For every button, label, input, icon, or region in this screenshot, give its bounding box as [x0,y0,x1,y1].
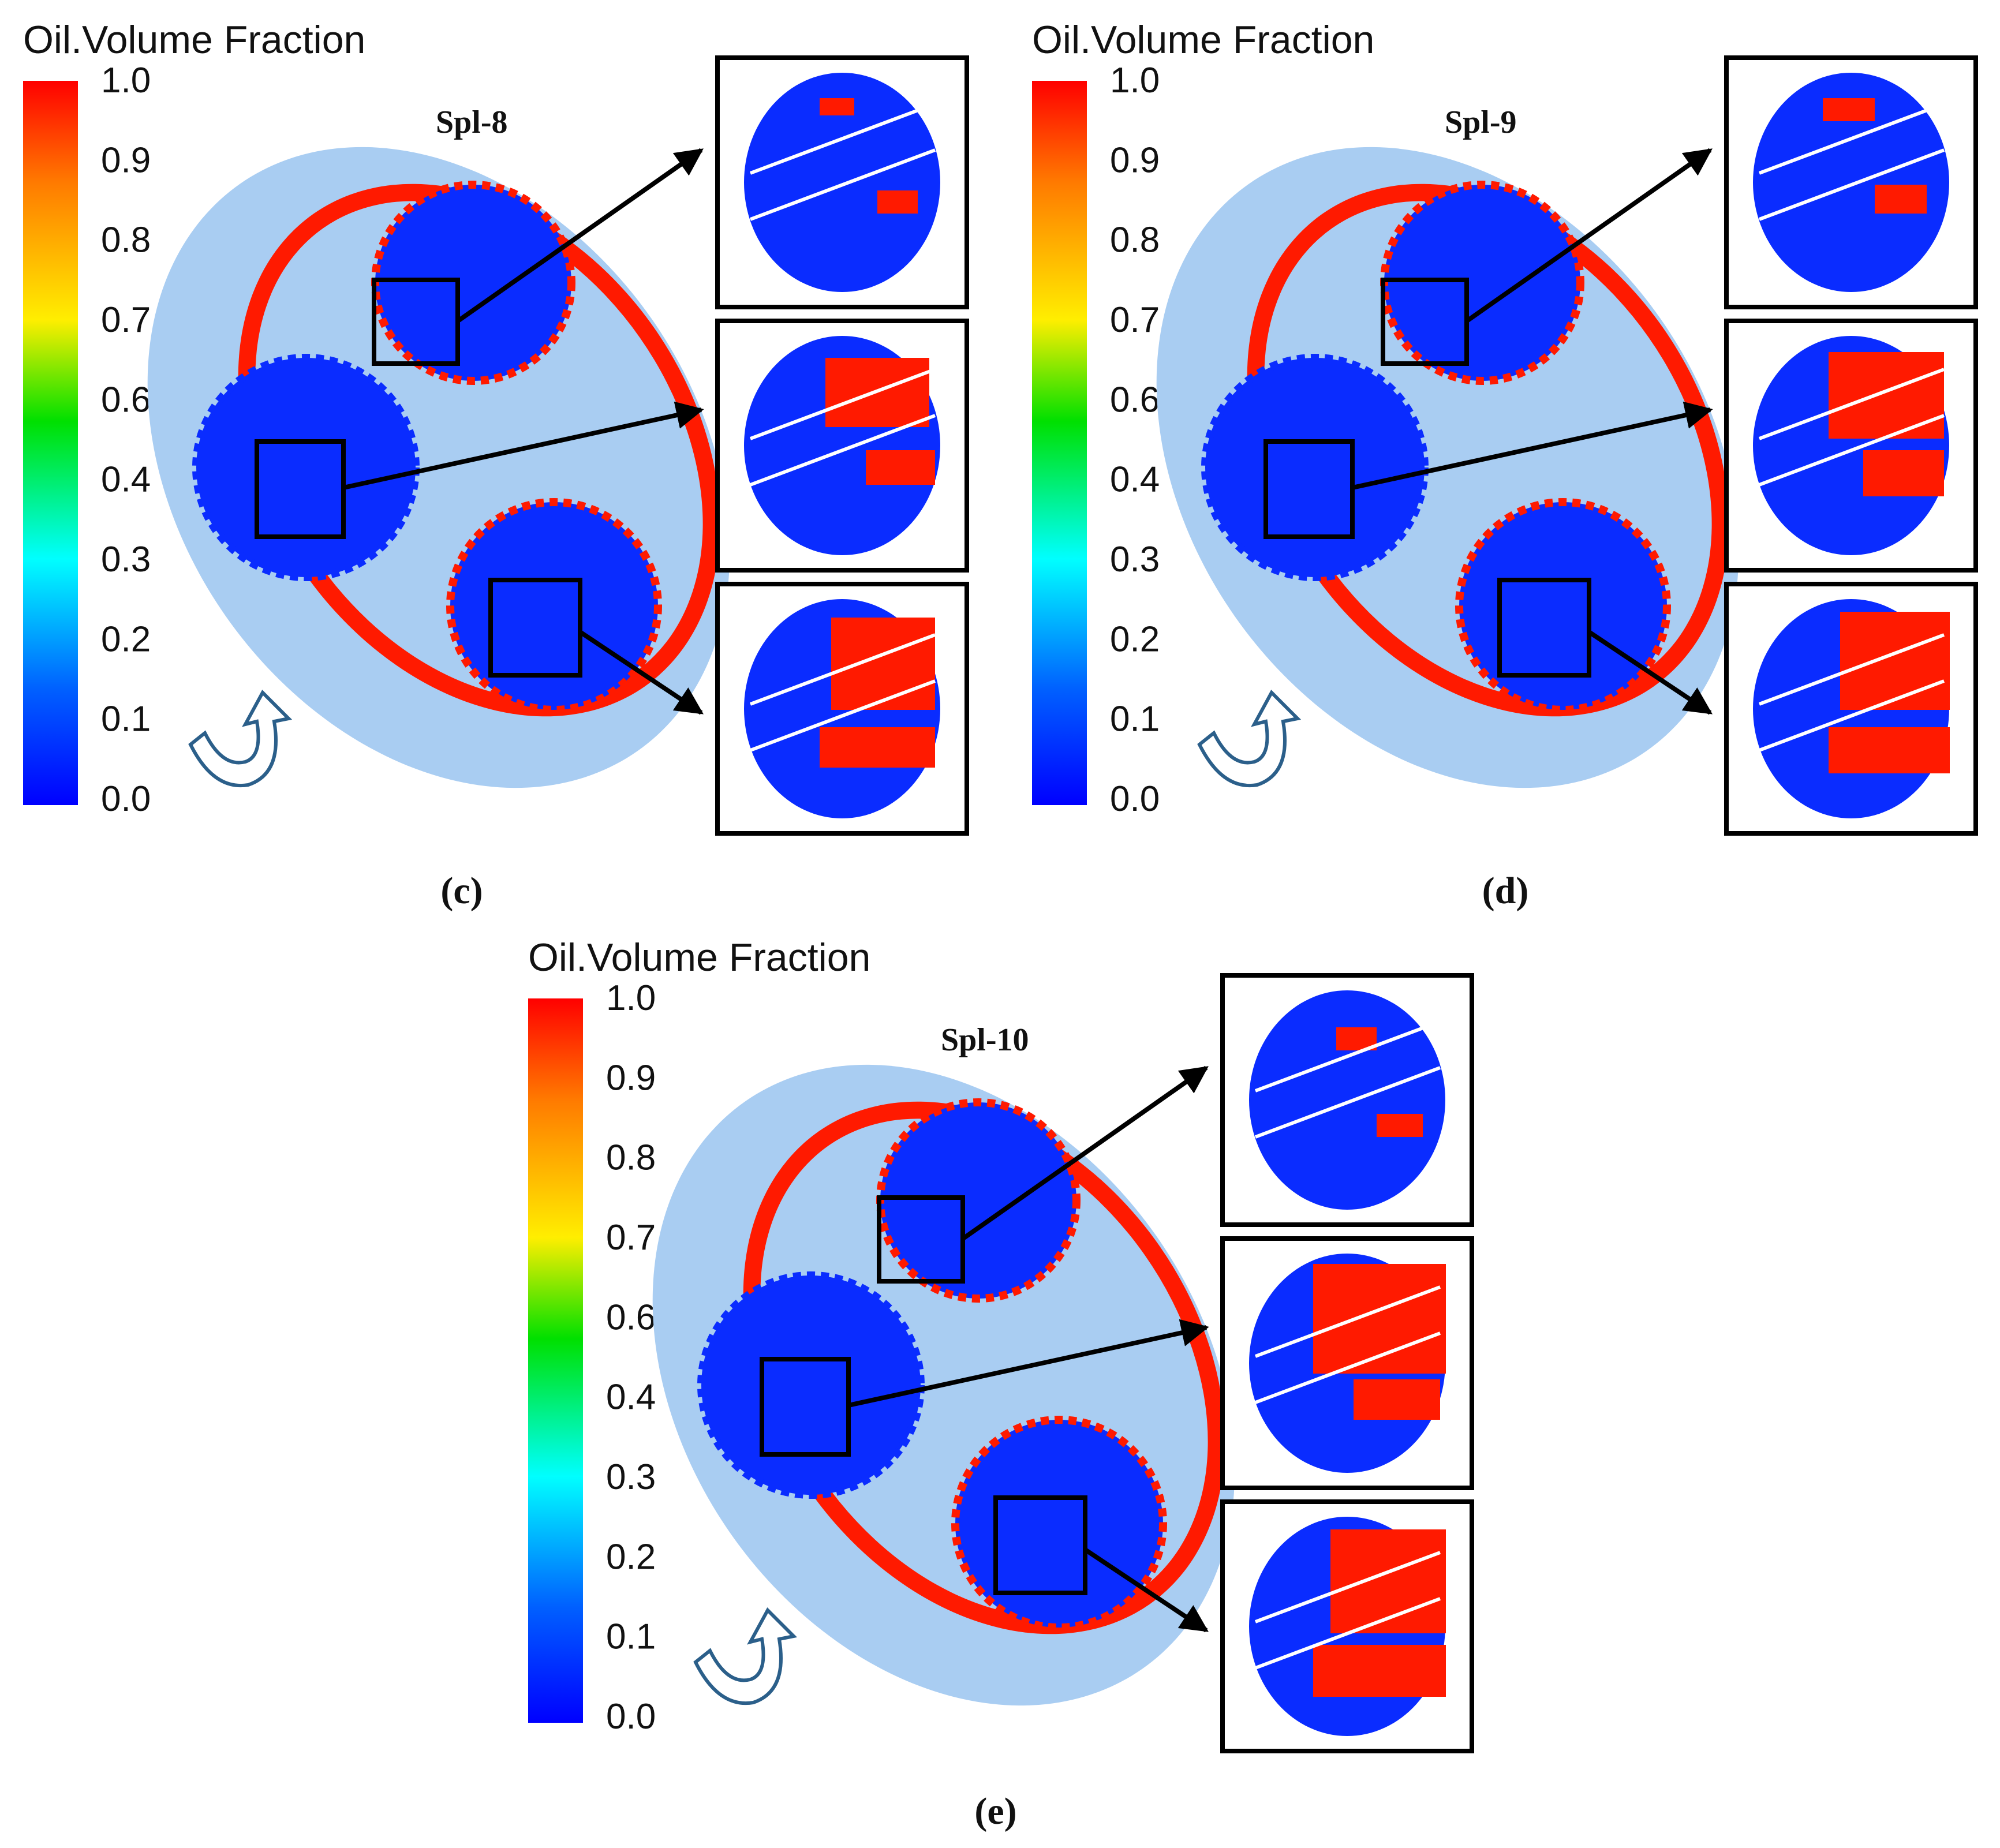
pointer-arrow-icon [848,1319,1209,1408]
inset-middle [1724,319,1978,573]
colorbar-ticks: 1.0 0.9 0.8 0.7 0.6 0.4 0.3 0.2 0.1 0.0 [1110,61,1160,819]
colorbar-tick-label: 0.6 [1110,380,1160,420]
inset-middle [715,319,969,573]
colorbar-ticks: 1.0 0.9 0.8 0.7 0.6 0.4 0.3 0.2 0.1 0.0 [101,61,151,819]
pointer-arrow-icon [1466,148,1713,323]
colorbar-tick-label: 0.4 [101,460,151,500]
zoom-box-left [1263,439,1355,539]
colorbar-tick-label: 0.4 [1110,460,1160,500]
zoom-box-bottom [993,1495,1087,1595]
colorbar-title: Oil.Volume Fraction [23,18,365,62]
colorbar-tick-label: 0.0 [1110,779,1160,819]
zoom-box-top [1381,278,1469,366]
gearbox-view [652,1064,1235,1706]
case-label: Spl-8 [436,104,508,140]
colorbar-tick-label: 0.2 [1110,619,1160,659]
colorbar-tick-label: 0.3 [101,540,151,579]
panel-caption: (c) [440,870,483,912]
colorbar-tick-label: 0.1 [101,699,151,739]
rotation-arrow-icon [1197,690,1302,788]
zoom-box-top [877,1195,965,1284]
colorbar-title: Oil.Volume Fraction [528,936,870,979]
inset-bottom [1220,1499,1474,1753]
case-label: Spl-10 [941,1022,1029,1058]
zoom-box-bottom [1497,578,1591,678]
zoom-box-left [255,439,346,539]
colorbar [23,81,78,805]
planet-gear-bottom [951,1416,1167,1632]
case-label: Spl-9 [1445,104,1517,140]
panel-caption: (d) [1482,870,1529,912]
colorbar-title: Oil.Volume Fraction [1032,18,1374,62]
zoom-box-bottom [488,578,582,678]
planet-gear-top [371,181,575,385]
colorbar-tick-label: 0.7 [606,1218,656,1258]
panel-c: Oil.Volume Fraction 1.0 0.9 0.8 0.7 0.6 0.4 0.… [23,18,969,912]
zoom-box-top [372,278,460,366]
panel-e: Oil.Volume Fraction 1.0 0.9 0.8 0.7 0.6 0.4 0.… [528,936,1474,1832]
colorbar-tick-label: 0.3 [606,1457,656,1497]
planet-gear-left [192,354,420,581]
planet-gear-left [697,1271,925,1499]
colorbar-tick-label: 0.0 [606,1697,656,1737]
colorbar-tick-label: 0.1 [1110,699,1160,739]
planet-gear-top [1380,181,1584,385]
colorbar-tick-label: 0.7 [1110,300,1160,340]
colorbar-tick-label: 1.0 [101,61,151,100]
colorbar-tick-label: 0.1 [606,1617,656,1657]
inset-bottom [715,582,969,836]
planet-gear-left [1201,354,1429,581]
gearbox-view [147,147,730,788]
colorbar-tick-label: 0.3 [1110,540,1160,579]
planet-gear-top [876,1098,1081,1303]
colorbar-tick-label: 0.8 [101,220,151,260]
colorbar-tick-label: 0.7 [101,300,151,340]
pointer-arrow-icon [578,630,704,715]
gearbox-view [1156,147,1739,788]
colorbar-tick-label: 0.2 [101,619,151,659]
rotation-arrow-icon [693,1607,798,1705]
inset-top [715,55,969,309]
panel-d: Oil.Volume Fraction 1.0 0.9 0.8 0.7 0.6 0.4 0.… [1032,18,1978,912]
zoom-box-left [760,1357,851,1457]
colorbar-tick-label: 0.4 [606,1378,656,1417]
colorbar [528,998,583,1723]
panel-caption: (e) [974,1790,1016,1832]
colorbar-tick-label: 0.0 [101,779,151,819]
colorbar-ticks: 1.0 0.9 0.8 0.7 0.6 0.4 0.3 0.2 0.1 0.0 [606,978,656,1737]
inset-bottom [1724,582,1978,836]
colorbar-tick-label: 0.8 [606,1138,656,1178]
colorbar-tick-label: 0.2 [606,1537,656,1577]
pointer-arrow-icon [1352,401,1713,490]
colorbar-tick-label: 0.8 [1110,220,1160,260]
pointer-arrow-icon [343,401,704,490]
planet-gear-bottom [446,498,662,714]
colorbar-tick-label: 1.0 [606,978,656,1018]
colorbar-tick-label: 0.6 [606,1297,656,1337]
rotation-arrow-icon [188,690,293,788]
inset-top [1220,973,1474,1227]
colorbar-tick-label: 0.6 [101,380,151,420]
colorbar [1032,81,1087,805]
inset-middle [1220,1236,1474,1490]
colorbar-tick-label: 1.0 [1110,61,1160,100]
pointer-arrow-icon [1587,630,1713,715]
pointer-arrow-icon [1083,1547,1209,1633]
pointer-arrow-icon [457,148,704,323]
planet-gear-bottom [1455,498,1671,714]
colorbar-tick-label: 0.9 [101,140,151,180]
pointer-arrow-icon [962,1065,1209,1240]
colorbar-tick-label: 0.9 [1110,140,1160,180]
inset-top [1724,55,1978,309]
colorbar-tick-label: 0.9 [606,1058,656,1098]
